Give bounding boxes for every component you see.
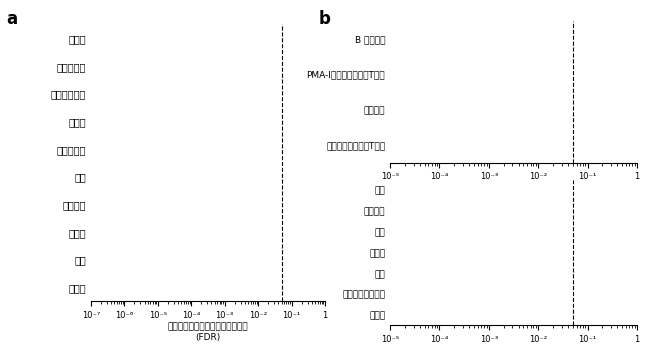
X-axis label: アクティブエンハンサーへの集積
(FDR): アクティブエンハンサーへの集積 (FDR) (473, 184, 554, 203)
Bar (325, 194, 330, 214)
X-axis label: アクティブエンハンサーへの集積
(FDR): アクティブエンハンサーへの集積 (FDR) (168, 322, 248, 342)
Bar (325, 139, 326, 158)
Bar (637, 133, 638, 157)
Text: a: a (6, 10, 18, 28)
Text: b: b (318, 10, 330, 28)
